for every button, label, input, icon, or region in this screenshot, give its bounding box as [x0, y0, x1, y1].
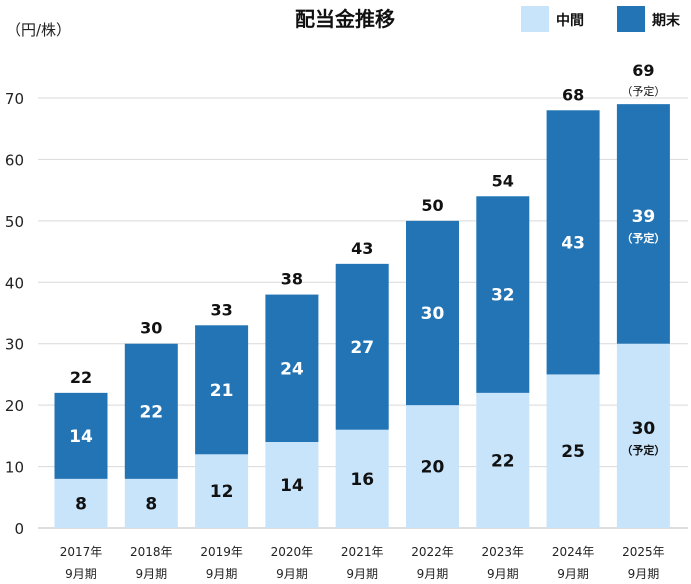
interim-value-label: 8	[75, 494, 87, 514]
data-labels: 8 14 22 8 22 30 12 21 33 14 24 38 16 27 43 20 30 50 22 32 54…	[69, 61, 665, 514]
x-tick-label-year: 2020年	[271, 545, 314, 559]
bar-yearend	[195, 325, 249, 455]
legend-label-yearend: 期末	[652, 12, 681, 29]
yearend-value-label: 43	[561, 233, 585, 253]
bar-yearend	[54, 392, 108, 479]
yearend-value-label: 24	[280, 359, 304, 379]
bar-yearend	[546, 110, 600, 375]
total-value-label: 43	[351, 239, 373, 258]
bar-yearend	[265, 294, 319, 442]
yearend-value-label: 21	[210, 381, 234, 401]
total-value-label: 50	[421, 196, 443, 215]
forecast-note: （予定）	[621, 443, 665, 457]
bar-yearend	[124, 343, 178, 479]
bar-interim	[406, 405, 459, 528]
x-tick-label-year: 2019年	[200, 545, 243, 559]
yearend-value-label: 39	[632, 207, 656, 227]
y-tick-label: 70	[5, 90, 24, 108]
yearend-value-label: 27	[350, 338, 374, 358]
y-tick-label: 0	[14, 520, 24, 538]
x-tick-label-year: 2021年	[341, 545, 384, 559]
yearend-value-label: 32	[491, 286, 515, 306]
y-tick-label: 30	[5, 336, 24, 354]
total-value-label: 22	[70, 368, 92, 387]
bar-interim	[195, 454, 249, 528]
legend-swatch-interim	[521, 6, 549, 32]
chart-title: 配当金推移	[295, 7, 395, 31]
bar-interim	[546, 374, 600, 528]
x-axis: 2017年 9月期 2018年 9月期 2019年 9月期 2020年 9月期 2021年 9月期…	[60, 545, 665, 581]
bar-yearend	[335, 263, 389, 430]
x-tick-label-period: 9月期	[135, 567, 167, 581]
yearend-value-label: 14	[69, 427, 93, 447]
x-tick-label-period: 9月期	[628, 567, 660, 581]
y-tick-label: 40	[5, 274, 24, 292]
bar-interim	[54, 478, 108, 528]
interim-value-label: 30	[632, 419, 656, 439]
bar-yearend	[406, 220, 459, 406]
bar-yearend	[476, 196, 530, 393]
y-tick-label: 50	[5, 213, 24, 231]
total-value-label: 38	[281, 270, 303, 289]
total-value-label: 68	[562, 85, 584, 104]
total-value-label: 33	[210, 300, 232, 319]
x-tick-label-year: 2018年	[130, 545, 173, 559]
legend: 中間 期末	[521, 6, 681, 32]
y-tick-label: 10	[5, 459, 24, 477]
x-tick-label-period: 9月期	[346, 567, 378, 581]
x-tick-label-period: 9月期	[206, 567, 238, 581]
interim-value-label: 20	[421, 458, 445, 478]
total-value-label: 30	[140, 319, 162, 338]
forecast-note: （予定）	[621, 84, 665, 98]
interim-value-label: 25	[561, 442, 585, 462]
bar-interim	[335, 429, 389, 528]
y-axis: 0 10 20 30 40 50 60 70	[5, 90, 24, 538]
bars	[54, 104, 670, 528]
x-tick-label-year: 2022年	[411, 545, 454, 559]
bar-interim	[124, 478, 178, 528]
legend-label-interim: 中間	[556, 12, 584, 29]
x-tick-label-year: 2023年	[482, 545, 525, 559]
interim-value-label: 22	[491, 451, 515, 471]
x-tick-label-period: 9月期	[276, 567, 308, 581]
legend-swatch-yearend	[617, 6, 645, 32]
x-tick-label-year: 2025年	[622, 545, 665, 559]
bar-yearend	[616, 104, 670, 344]
forecast-note: （予定）	[621, 231, 665, 245]
x-tick-label-period: 9月期	[417, 567, 449, 581]
x-tick-label-period: 9月期	[65, 567, 97, 581]
yearend-value-label: 30	[421, 304, 445, 324]
x-tick-label-year: 2024年	[552, 545, 595, 559]
bar-interim	[616, 343, 670, 528]
y-tick-label: 60	[5, 151, 24, 169]
x-tick-label-period: 9月期	[557, 567, 589, 581]
y-tick-label: 20	[5, 397, 24, 415]
x-tick-label-year: 2017年	[60, 545, 103, 559]
bar-interim	[476, 392, 530, 528]
total-value-label: 69	[632, 61, 654, 80]
interim-value-label: 14	[280, 476, 304, 496]
yearend-value-label: 22	[139, 402, 163, 422]
x-tick-label-period: 9月期	[487, 567, 519, 581]
interim-value-label: 8	[145, 494, 157, 514]
interim-value-label: 16	[350, 470, 374, 490]
interim-value-label: 12	[210, 482, 234, 502]
total-value-label: 54	[492, 171, 514, 190]
unit-label: （円/株）	[6, 21, 71, 39]
bar-interim	[265, 442, 319, 528]
